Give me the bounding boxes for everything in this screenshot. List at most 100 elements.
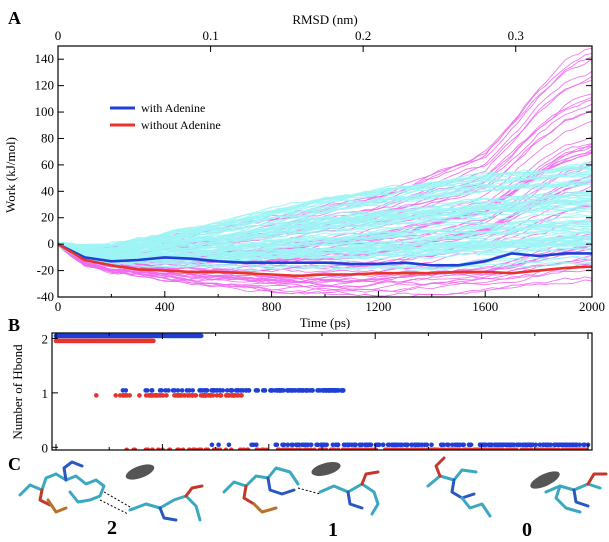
panel-a-xlabel: Time (ps) (300, 315, 350, 330)
hbond-point-without-adenine (190, 447, 196, 450)
hbond-point-without-adenine (160, 393, 166, 398)
hbond-point-with-adenine (157, 388, 163, 393)
hbond-point-with-adenine (289, 442, 295, 448)
hbond-point-without-adenine (202, 393, 207, 398)
structure-one-hbond: 1 (222, 462, 380, 541)
panel-a-top-xlabel: RMSD (nm) (292, 12, 357, 27)
x-tick-label: 1600 (472, 299, 498, 314)
hbond-point-with-adenine (233, 388, 239, 393)
hbond-point-without-adenine (312, 447, 317, 450)
hbond-point-with-adenine (365, 442, 370, 448)
hbond-point-without-adenine (198, 447, 203, 450)
hbond-point-with-adenine (268, 388, 273, 393)
top-tick-label: 0.2 (355, 28, 371, 43)
trajectory-line (58, 205, 592, 254)
structure-label-one: 1 (328, 519, 338, 541)
hbond-point-with-adenine (409, 442, 414, 448)
hbond-point-without-adenine (297, 447, 302, 450)
x-tick-label: 400 (155, 299, 175, 314)
y-tick-label: 80 (41, 130, 54, 145)
hbond-point-without-adenine (151, 338, 156, 344)
hbond-point-with-adenine (403, 442, 409, 448)
panel-b-x-ticks (55, 333, 589, 450)
hbond-point-with-adenine (179, 388, 185, 393)
hbond-point-with-adenine (262, 388, 268, 393)
panel-letter-a: A (8, 8, 21, 28)
panel-letter-c: C (8, 454, 21, 474)
panel-a-x-ticks: 0 400 800 1200 1600 2000 (55, 291, 605, 314)
hbond-point-without-adenine (583, 447, 589, 450)
hbond-point-without-adenine (538, 447, 544, 450)
y-tick-label: -40 (37, 289, 54, 304)
hbond-point-without-adenine (156, 393, 161, 398)
hbond-point-without-adenine (331, 447, 337, 450)
y-tick-label: 2 (42, 331, 49, 346)
hbond-point-with-adenine (439, 442, 444, 448)
hbond-point-with-adenine (375, 442, 380, 448)
panel-a-plot-area (58, 47, 592, 297)
hbond-point-without-adenine (529, 447, 534, 450)
hbond-point-with-adenine (149, 388, 155, 393)
hbond-point-with-adenine (295, 442, 301, 448)
hbond-point-with-adenine (305, 442, 311, 448)
panel-a-y-ticks: -40 -20 0 20 40 60 80 100 120 140 (35, 51, 592, 304)
hbond-point-with-adenine (166, 388, 171, 393)
hbond-point-without-adenine (156, 447, 161, 450)
trajectory-line (58, 189, 592, 252)
x-tick-label: 2000 (579, 299, 605, 314)
hbond-point-without-adenine (490, 447, 496, 450)
trajectory-line (58, 191, 592, 253)
hbond-point-with-adenine (187, 388, 192, 393)
hbond-point-with-adenine (466, 442, 472, 448)
hbond-point-with-adenine (515, 442, 520, 448)
trajectory-line (58, 238, 592, 262)
hbond-point-with-adenine (254, 388, 260, 393)
hbond-point-with-adenine (326, 388, 332, 393)
hbond-point-with-adenine (285, 442, 291, 448)
hbond-point-without-adenine (223, 447, 229, 450)
hbond-point-without-adenine (177, 393, 183, 398)
hbond-point-without-adenine (365, 447, 371, 450)
hbond-point-with-adenine (301, 442, 307, 448)
hbond-point-with-adenine (198, 388, 203, 393)
y-tick-label: -20 (37, 263, 54, 278)
hbond-point-without-adenine (276, 447, 281, 450)
hbond-point-with-adenine (226, 442, 232, 448)
hbond-point-with-adenine (398, 442, 403, 448)
hbond-point-with-adenine (509, 442, 514, 448)
hbond-point-without-adenine (187, 393, 192, 398)
hbond-point-with-adenine (217, 388, 223, 393)
hbond-point-without-adenine (421, 447, 427, 450)
panel-a-chart: 0 400 800 1200 1600 2000 -40-2002040608010012… (3, 12, 605, 330)
hbond-point-without-adenine (146, 393, 152, 398)
hbond-point-with-adenine (530, 442, 536, 448)
y-tick-label: 0 (42, 440, 49, 455)
adenine-ligand-icon (311, 462, 341, 476)
hbond-point-with-adenine (320, 388, 326, 393)
hbond-point-without-adenine (164, 393, 169, 398)
trajectory-line (58, 242, 592, 270)
hbond-point-with-adenine (461, 442, 467, 448)
panel-a-legend: with Adenine without Adenine (110, 101, 221, 132)
structure-zero-hbonds: 0 (426, 456, 608, 541)
trajectory-line (58, 161, 592, 248)
hbond-point-without-adenine (335, 447, 341, 450)
trajectory-line (58, 199, 592, 251)
hbond-point-with-adenine (349, 442, 355, 448)
legend-label-with-adenine: with Adenine (141, 101, 205, 115)
hbond-point-without-adenine (229, 393, 234, 398)
hbond-point-without-adenine (525, 447, 530, 450)
series-line-with-adenine (58, 243, 592, 267)
trajectory-line (58, 235, 592, 264)
hbond-point-without-adenine (180, 447, 186, 450)
panel-b-y-ticks: 0 1 2 (42, 331, 58, 455)
hbond-point-without-adenine (305, 447, 310, 450)
y-tick-label: 1 (42, 386, 49, 401)
hbond-point-without-adenine (560, 447, 566, 450)
hbond-point-without-adenine (499, 447, 505, 450)
hbond-point-with-adenine (494, 442, 500, 448)
hbond-point-with-adenine (272, 388, 278, 393)
hbond-point-with-adenine (581, 442, 586, 448)
series-line-without-adenine (58, 243, 592, 278)
hbond-point-with-adenine (429, 442, 434, 448)
